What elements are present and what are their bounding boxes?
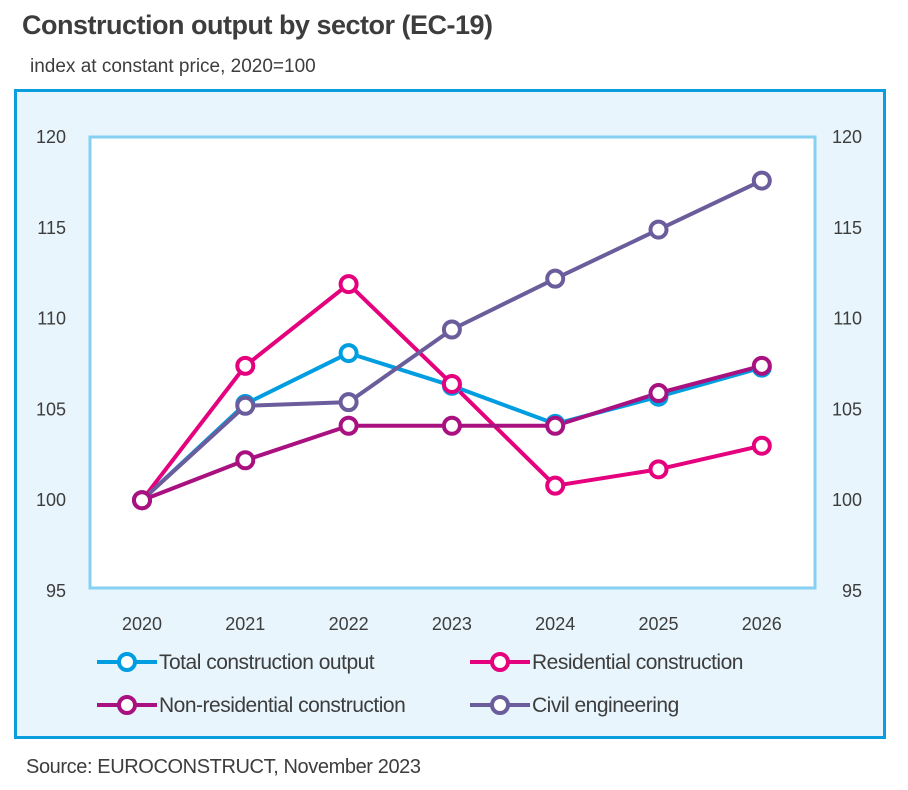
legend-swatch-marker (117, 652, 137, 672)
x-tick-label: 2025 (638, 614, 678, 634)
x-tick-label: 2023 (432, 614, 472, 634)
legend-label: Civil engineering (532, 694, 679, 717)
x-tick-label: 2021 (225, 614, 265, 634)
data-point (132, 490, 152, 511)
data-point (648, 459, 669, 480)
legend-swatch-marker (490, 652, 510, 672)
y-axis-right: 95 100 105 110 115 120 (832, 127, 862, 601)
x-tick-label: 2020 (122, 614, 162, 634)
legend-item: Total construction output (97, 651, 375, 674)
legend-swatch-marker (490, 695, 510, 715)
y-tick-label-left: 110 (37, 309, 66, 329)
legend-swatch-marker (117, 695, 137, 715)
data-point (235, 355, 256, 376)
data-point (441, 415, 462, 436)
x-tick-label: 2022 (329, 614, 369, 634)
y-tick-label-right: 105 (832, 399, 862, 419)
data-point (441, 373, 462, 394)
y-tick-label-right: 115 (833, 218, 862, 238)
series-points (132, 170, 772, 511)
data-point (235, 395, 256, 416)
legend-item: Civil engineering (470, 694, 679, 717)
chart-subtitle: index at constant price, 2020=100 (30, 56, 316, 77)
data-point (648, 383, 669, 404)
legend-item: Non-residential construction (97, 694, 406, 717)
y-tick-label-right: 100 (832, 490, 862, 510)
x-tick-label: 2026 (742, 614, 782, 634)
plot-area (88, 135, 817, 590)
y-tick-label-left: 95 (46, 581, 66, 601)
y-tick-label-right: 110 (833, 309, 862, 329)
x-axis: 2020 2021 2022 2023 2024 2025 2026 (122, 614, 782, 634)
data-point (338, 343, 359, 364)
data-point (441, 319, 462, 340)
data-point (751, 355, 772, 376)
data-point (648, 219, 669, 240)
data-point (338, 392, 359, 413)
chart-title: Construction output by sector (EC-19) (22, 10, 493, 40)
y-tick-label-right: 120 (832, 127, 862, 147)
legend-item: Residential construction (470, 651, 743, 674)
y-tick-label-left: 115 (37, 218, 66, 238)
y-tick-label-left: 120 (36, 127, 66, 147)
x-tick-label: 2024 (535, 614, 575, 634)
data-point (545, 415, 566, 436)
data-point (338, 274, 359, 295)
legend-label: Residential construction (532, 651, 743, 674)
y-tick-label-right: 95 (842, 581, 862, 601)
legend: Total construction output Residential con… (97, 651, 743, 717)
y-axis-left: 95 100 105 110 115 120 (36, 127, 66, 601)
data-point (545, 475, 566, 496)
data-point (545, 268, 566, 289)
y-tick-label-left: 100 (36, 490, 66, 510)
legend-label: Total construction output (159, 651, 375, 674)
data-point (751, 170, 772, 191)
source-note: Source: EUROCONSTRUCT, November 2023 (26, 756, 421, 778)
data-point (338, 415, 359, 436)
y-tick-label-left: 105 (36, 399, 66, 419)
data-point (235, 450, 256, 471)
legend-label: Non-residential construction (159, 694, 405, 717)
data-point (751, 435, 772, 456)
